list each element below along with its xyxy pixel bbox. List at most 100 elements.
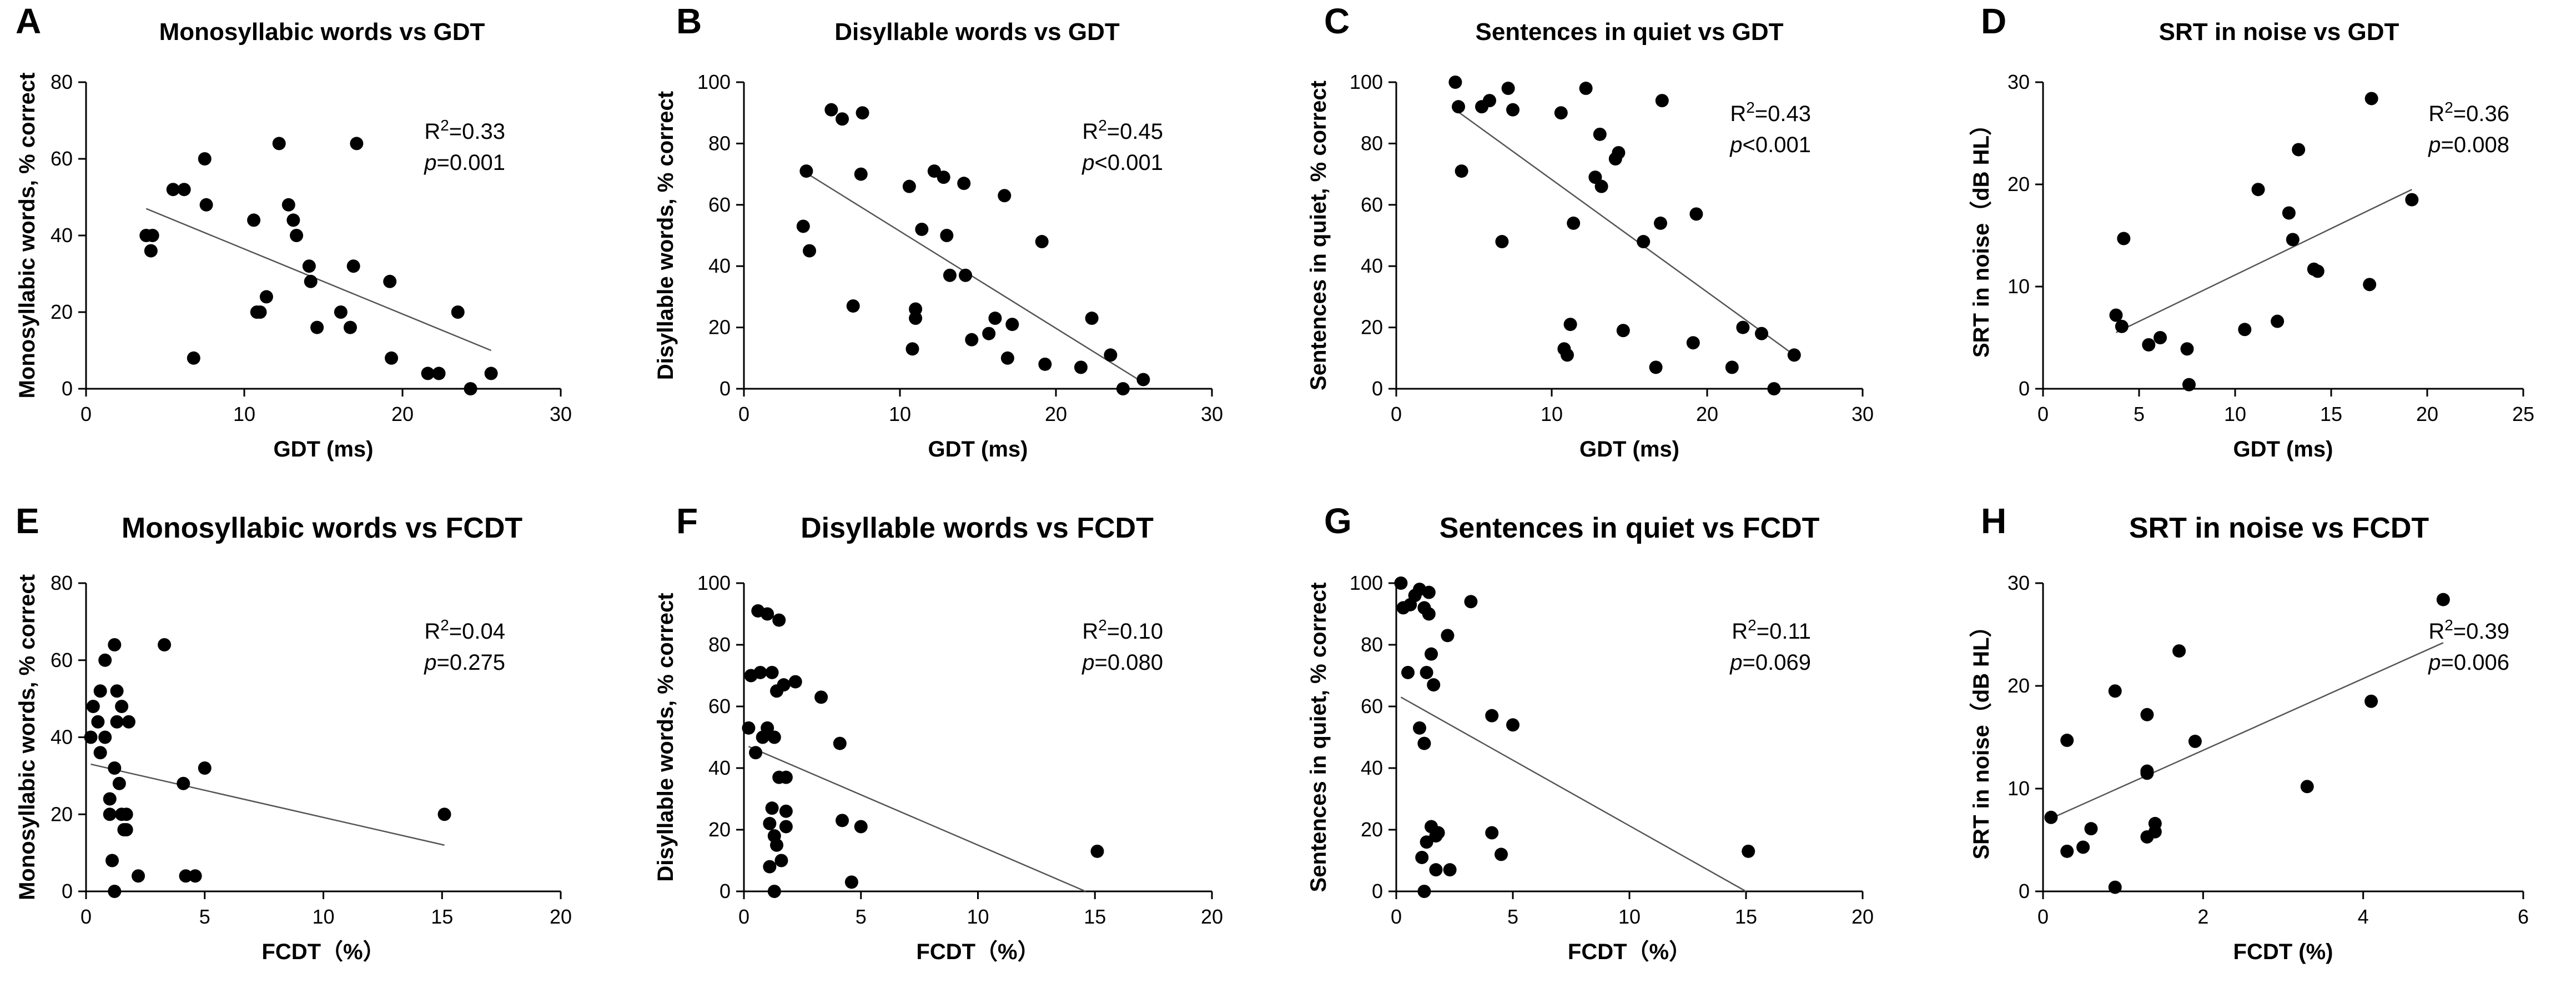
data-point [833, 736, 847, 750]
data-point [761, 607, 774, 621]
x-tick-label: 0 [80, 403, 92, 425]
data-point [767, 885, 781, 898]
y-tick-label: 80 [1361, 132, 1383, 154]
data-point [1441, 629, 1455, 643]
data-point [846, 299, 860, 313]
x-tick-label: 0 [2037, 905, 2049, 928]
x-tick-label: 0 [738, 905, 749, 928]
data-point [998, 189, 1012, 203]
data-point [2084, 822, 2098, 836]
data-point [1612, 146, 1626, 159]
data-point [432, 367, 446, 380]
data-point [2188, 734, 2202, 748]
data-point [1654, 216, 1667, 230]
x-tick-label: 20 [1696, 403, 1718, 425]
data-point [1495, 235, 1509, 249]
data-point [108, 638, 122, 651]
data-point [199, 198, 213, 212]
y-axis-label: Sentences in quiet, % correct [1306, 583, 1331, 892]
data-point [1417, 736, 1431, 750]
regression-line [1455, 109, 1795, 356]
data-point [2364, 92, 2378, 106]
data-point [2364, 694, 2378, 708]
y-tick-label: 100 [697, 71, 731, 93]
r-squared-label: R2=0.39 [2428, 616, 2509, 644]
data-point [253, 305, 267, 319]
data-point [310, 320, 324, 334]
data-point [2115, 319, 2129, 333]
data-point [2363, 278, 2377, 292]
data-point [1116, 382, 1130, 395]
data-point [854, 167, 868, 181]
data-point [1485, 709, 1499, 723]
data-point [856, 106, 869, 120]
panel-a: A Monosyllabic words vs GDT 0 10 20 30 0 20 40 60… [15, 1, 572, 462]
data-point [2140, 708, 2154, 721]
data-point [350, 137, 364, 151]
data-point [105, 854, 119, 867]
panel-b: B Disyllable words vs GDT 0 10 20 30 0 20 40 60 80… [653, 1, 1223, 462]
x-tick-label: 10 [312, 905, 334, 928]
y-axis-label: Monosyllabic words, % correct [15, 574, 39, 900]
regression-line [1400, 696, 1747, 892]
y-tick-label: 30 [2008, 71, 2030, 93]
data-point [1506, 718, 1520, 732]
data-point [1415, 850, 1429, 864]
data-point [1401, 665, 1415, 679]
data-point [1136, 373, 1150, 387]
data-point [1483, 94, 1496, 108]
data-point [286, 213, 300, 227]
data-point [905, 342, 919, 356]
x-tick-label: 10 [1541, 403, 1563, 425]
panel-letter: B [676, 1, 702, 41]
panel-f: F Disyllable words vs FCDT 0 5 10 15 20 0 20 40 60… [653, 501, 1223, 964]
y-tick-label: 60 [1361, 695, 1383, 718]
data-point [765, 665, 779, 679]
data-point [259, 290, 273, 304]
data-point [749, 746, 763, 760]
data-point [1000, 351, 1014, 365]
data-point [2311, 264, 2325, 278]
data-point [1561, 348, 1574, 362]
data-point [799, 164, 813, 178]
x-tick-label: 15 [1084, 905, 1106, 928]
y-tick-label: 20 [2008, 173, 2030, 195]
x-axis-label: FCDT (%) [2233, 940, 2333, 964]
data-point [2405, 193, 2419, 207]
data-point [902, 179, 916, 193]
panel-letter: F [676, 501, 698, 541]
x-tick-label: 5 [856, 905, 867, 928]
r-squared-label: R2=0.36 [2428, 99, 2509, 127]
data-point [1755, 327, 1768, 340]
y-tick-label: 0 [720, 880, 731, 902]
data-point [959, 268, 973, 282]
data-point [957, 177, 971, 190]
data-point [1452, 100, 1465, 114]
y-tick-label: 80 [708, 633, 731, 656]
panel-c: C Sentences in quiet vs GDT 0 10 20 30 0 20 40 60… [1306, 1, 1874, 462]
regression-line [2115, 189, 2412, 333]
y-tick-label: 20 [1361, 818, 1383, 841]
x-tick-label: 15 [431, 905, 453, 928]
data-point [1689, 207, 1703, 221]
data-point [796, 219, 810, 233]
data-point [198, 761, 212, 775]
x-tick-label: 25 [2512, 403, 2534, 425]
p-value-label: p=0.008 [2428, 133, 2509, 157]
data-point [281, 198, 295, 212]
data-point [188, 869, 202, 883]
x-tick-label: 6 [2518, 905, 2529, 928]
data-point [774, 854, 788, 867]
p-value-label: p=0.001 [424, 151, 505, 175]
chart-title: Sentences in quiet vs FCDT [1440, 512, 1820, 544]
data-point [2142, 338, 2156, 352]
panel-letter: G [1324, 501, 1352, 541]
y-tick-label: 0 [1372, 377, 1383, 400]
panel-h: H SRT in noise vs FCDT 0 2 4 6 0 10 20 30 FCDT (%)… [1969, 501, 2529, 964]
data-point [982, 327, 996, 340]
data-point [767, 730, 781, 744]
data-point [1649, 360, 1663, 374]
x-tick-label: 20 [1201, 905, 1223, 928]
data-point [1485, 826, 1499, 840]
data-point [2060, 844, 2074, 858]
